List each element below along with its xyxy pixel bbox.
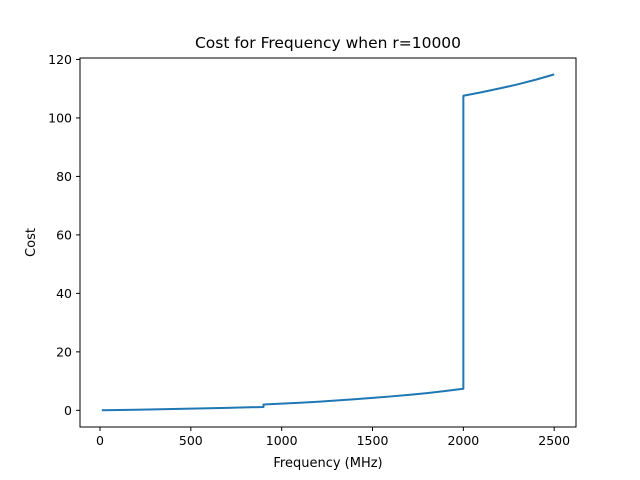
x-tick-label-500: 500 [179, 433, 203, 448]
axes-frame [79, 57, 577, 428]
plot-area: 0 500 1000 1500 2000 2500 0 20 40 60 80 100 120 [48, 52, 577, 448]
x-tick-label-0: 0 [96, 433, 104, 448]
y-tick-label-100: 100 [48, 110, 72, 125]
x-tick-label-1500: 1500 [357, 433, 389, 448]
y-tick-label-20: 20 [56, 344, 72, 359]
x-axis-title: Frequency (MHz) [273, 456, 382, 471]
y-tick-label-0: 0 [64, 403, 72, 418]
chart-title: Cost for Frequency when r=10000 [195, 34, 461, 52]
x-tick-label-2500: 2500 [538, 433, 570, 448]
x-tick-label-1000: 1000 [266, 433, 298, 448]
y-axis-title: Cost [24, 228, 39, 257]
series-line-0 [101, 73, 555, 412]
x-tick-label-2000: 2000 [447, 433, 479, 448]
y-tick-label-60: 60 [56, 227, 72, 242]
y-tick-label-120: 120 [48, 52, 72, 67]
y-tick-label-40: 40 [56, 286, 72, 301]
y-tick-label-80: 80 [56, 169, 72, 184]
